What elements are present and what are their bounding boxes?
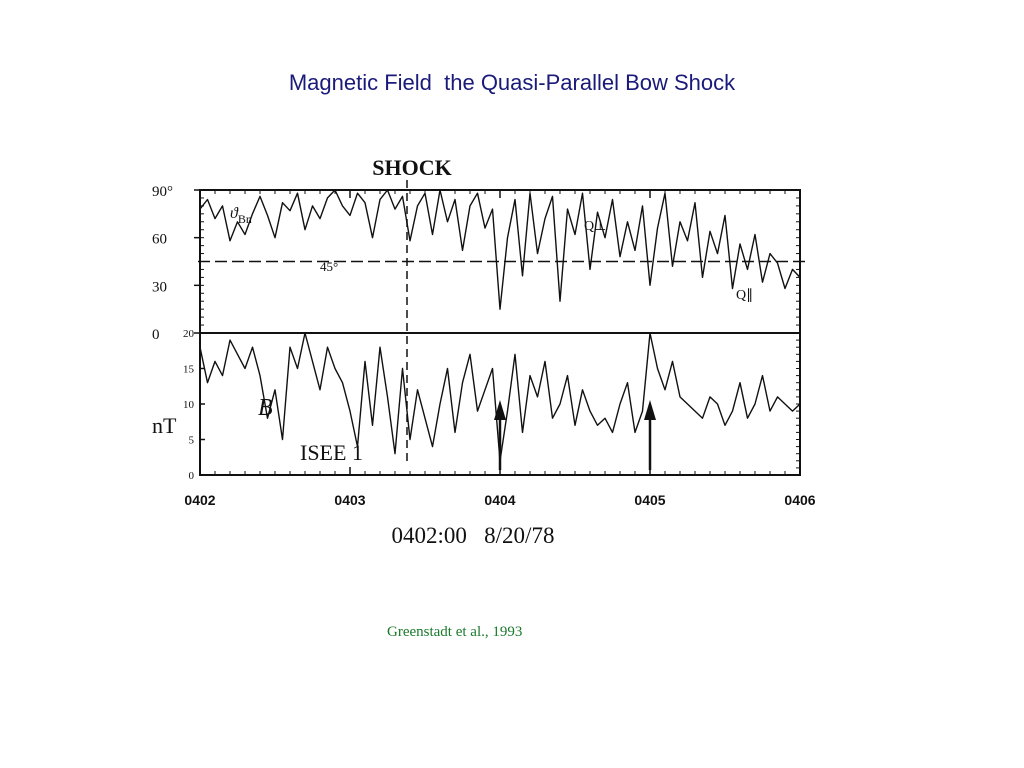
b-series-label: B — [258, 395, 273, 421]
x-tick-label: 0402 — [184, 492, 215, 508]
x-tick-label: 0405 — [634, 492, 665, 508]
x-tick-label: 0406 — [784, 492, 815, 508]
b-y-ticks: 20 15 10 5 0 — [183, 328, 800, 482]
marks-layer — [198, 180, 810, 470]
annotation-q-par: Q∥ — [736, 288, 753, 303]
reference-line-label: 45° — [320, 259, 338, 274]
shock-label: SHOCK — [372, 155, 451, 180]
x-tick-label: 0404 — [484, 492, 515, 508]
slide-title: Magnetic Field the Quasi-Parallel Bow Sh… — [288, 70, 736, 95]
chart-svg: 90° 60 30 0 20 15 10 5 0 0402 0403 0404 0405 0406 S… — [152, 155, 816, 548]
citation: Greenstadt et al., 1993 — [387, 624, 523, 640]
theta-symbol: ϑ — [230, 205, 239, 222]
theta-y-tick-label: 0 — [152, 327, 160, 343]
annotation-q-perp: Q⊥ — [584, 219, 606, 234]
theta-y-tick-label: 60 — [152, 232, 167, 248]
b-y-tick-label: 0 — [189, 470, 195, 482]
arrow-head — [494, 400, 506, 420]
theta-series-label: ϑBn — [230, 205, 252, 226]
theta-y-ticks: 90° 60 30 0 — [152, 184, 800, 343]
b-y-tick-label: 15 — [183, 364, 195, 376]
theta-y-tick-label: 30 — [152, 279, 167, 295]
b-y-tick-label: 10 — [183, 399, 195, 411]
spacecraft-label: ISEE 1 — [300, 440, 363, 465]
theta-y-tick-label: 90° — [152, 184, 173, 200]
arrow-head — [644, 400, 656, 420]
theta-bn-series-line — [199, 189, 801, 310]
theta-subscript: Bn — [238, 212, 252, 226]
chart: 90° 60 30 0 20 15 10 5 0 0402 0403 0404 0405 0406 S… — [140, 140, 830, 560]
date-label: 0402:00 8/20/78 — [392, 523, 555, 548]
x-tick-label: 0403 — [334, 492, 365, 508]
b-y-tick-label: 20 — [183, 328, 195, 340]
b-unit-label: nT — [152, 413, 177, 438]
b-y-tick-label: 5 — [189, 435, 195, 447]
